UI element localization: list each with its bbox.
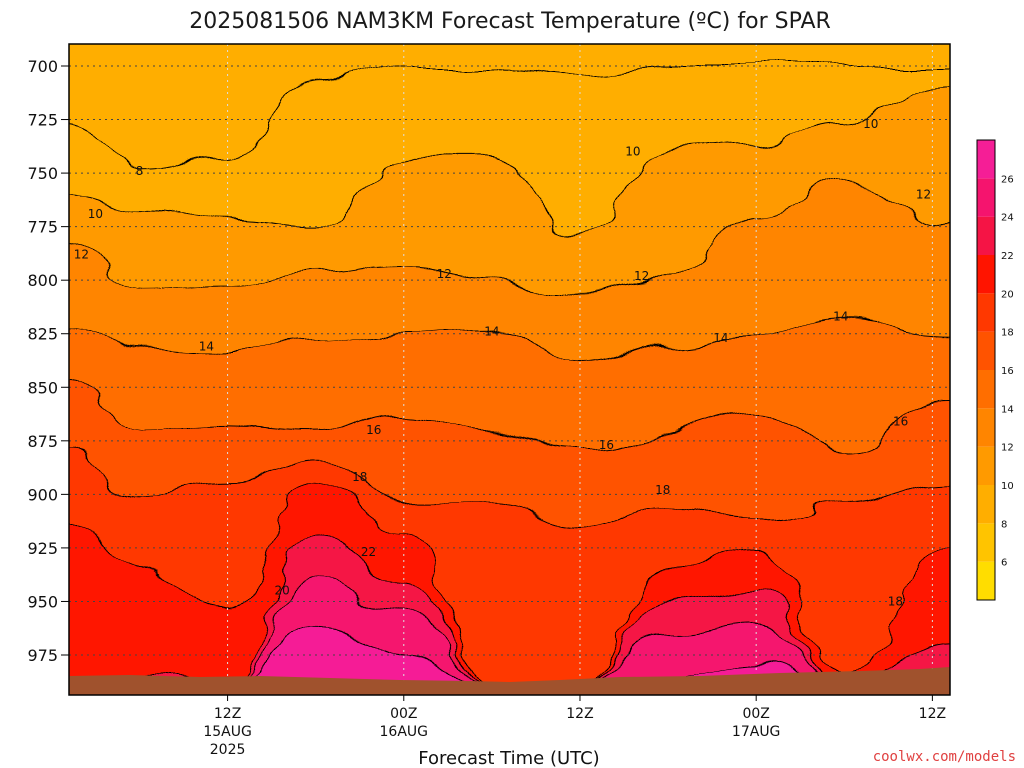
y-tick-label: 800 <box>27 271 58 290</box>
colorbar-swatch <box>977 446 995 485</box>
x-tick-label: 12Z <box>214 706 241 722</box>
y-tick-label: 975 <box>27 646 58 665</box>
contour-label: 14 <box>713 331 728 345</box>
contour-label: 16 <box>599 438 614 452</box>
colorbar-swatch <box>977 408 995 447</box>
ground-surface <box>69 667 950 695</box>
colorbar-swatch <box>977 255 995 294</box>
contour-label: 22 <box>361 545 376 559</box>
contour-labels: 8 10 12 12 12 14 14 14 14 16 16 16 18 18 18 20 22 10 10 12 <box>74 117 932 609</box>
colorbar-tick-label: 22 <box>1001 251 1014 262</box>
plot-area: 8 10 12 12 12 14 14 14 14 16 16 16 18 18 18 20 22 10 10 12 <box>69 44 950 695</box>
colorbar-frame <box>976 139 996 601</box>
colorbar-swatch <box>977 216 995 255</box>
colorbar-tick-label: 10 <box>1001 481 1014 492</box>
colorbar-tick-label: 12 <box>1001 443 1014 454</box>
y-tick-label: 725 <box>27 111 58 130</box>
contour-label: 14 <box>484 325 499 339</box>
contour-label: 8 <box>136 164 144 178</box>
x-tick-label: 2025 <box>210 742 246 758</box>
contour-label: 10 <box>863 117 878 131</box>
isotherm-14 <box>69 318 950 363</box>
colorbar-swatch <box>977 561 995 600</box>
x-tick-label: 17AUG <box>732 724 781 740</box>
colorbar-tick-label: 24 <box>1001 213 1014 224</box>
colorbar-tick-label: 20 <box>1001 289 1014 300</box>
colorbar-tick-label: 18 <box>1001 328 1014 339</box>
colorbar-swatch <box>977 178 995 217</box>
y-tick-label: 875 <box>27 432 58 451</box>
contour-label: 14 <box>833 310 848 324</box>
grid-lines <box>69 44 950 695</box>
y-tick-label: 750 <box>27 164 58 183</box>
credit-text: coolwx.com/models <box>873 749 1016 765</box>
temperature-bands <box>69 65 950 695</box>
colorbar-tick-label: 16 <box>1001 366 1014 377</box>
colorbar-tick-label: 14 <box>1001 404 1014 415</box>
colorbar-swatch <box>977 485 995 524</box>
y-tick-label: 900 <box>27 485 58 504</box>
contour-label: 14 <box>199 340 214 354</box>
y-tick-label: 825 <box>27 325 58 344</box>
isotherm-18 <box>69 451 950 527</box>
contour-label: 10 <box>88 207 103 221</box>
colorbar-tick-label: 6 <box>1001 558 1007 569</box>
x-tick-label: 00Z <box>390 706 417 722</box>
contour-label: 18 <box>888 594 903 608</box>
colorbar-tick-label: 26 <box>1001 174 1014 185</box>
y-axis: 700 725 750 775 800 825 850 875 900 925 950 975 <box>27 57 69 665</box>
contour-label: 16 <box>366 423 381 437</box>
x-tick-label: 16AUG <box>380 724 429 740</box>
colorbar-swatch <box>977 370 995 409</box>
isotherm-10 <box>69 91 950 234</box>
x-tick-label: 00Z <box>742 706 769 722</box>
contour-label: 12 <box>916 188 931 202</box>
y-tick-label: 775 <box>27 218 58 237</box>
x-tick-label: 15AUG <box>203 724 252 740</box>
x-tick-label: 12Z <box>566 706 593 722</box>
y-tick-label: 925 <box>27 539 58 558</box>
colorbar-swatch <box>977 293 995 332</box>
y-tick-label: 850 <box>27 378 58 397</box>
y-tick-label: 700 <box>27 57 58 76</box>
contour-label: 16 <box>893 415 908 429</box>
x-axis: 12Z 15AUG 2025 00Z 16AUG 12Z 00Z 17AUG 12Z <box>203 695 946 758</box>
isotherm-16 <box>69 382 950 453</box>
plot-frame <box>68 43 951 696</box>
colorbar: 6 8 10 12 14 16 18 20 22 24 26 <box>976 139 1014 601</box>
contour-label: 12 <box>74 247 89 261</box>
contour-label: 10 <box>625 145 640 159</box>
colorbar-swatch <box>977 140 995 179</box>
contour-label: 12 <box>437 267 452 281</box>
colorbar-swatch <box>977 331 995 370</box>
contour-label: 20 <box>275 584 290 598</box>
isotherm-12 <box>69 183 950 292</box>
colorbar-tick-label: 8 <box>1001 519 1007 530</box>
chart-title: 2025081506 NAM3KM Forecast Temperature (… <box>189 9 831 34</box>
contour-label: 18 <box>655 483 670 497</box>
y-tick-label: 950 <box>27 592 58 611</box>
contour-label: 12 <box>634 269 649 283</box>
colorbar-swatch <box>977 523 995 562</box>
contour-label: 18 <box>352 470 367 484</box>
x-tick-label: 12Z <box>919 706 946 722</box>
x-axis-label: Forecast Time (UTC) <box>418 748 599 768</box>
